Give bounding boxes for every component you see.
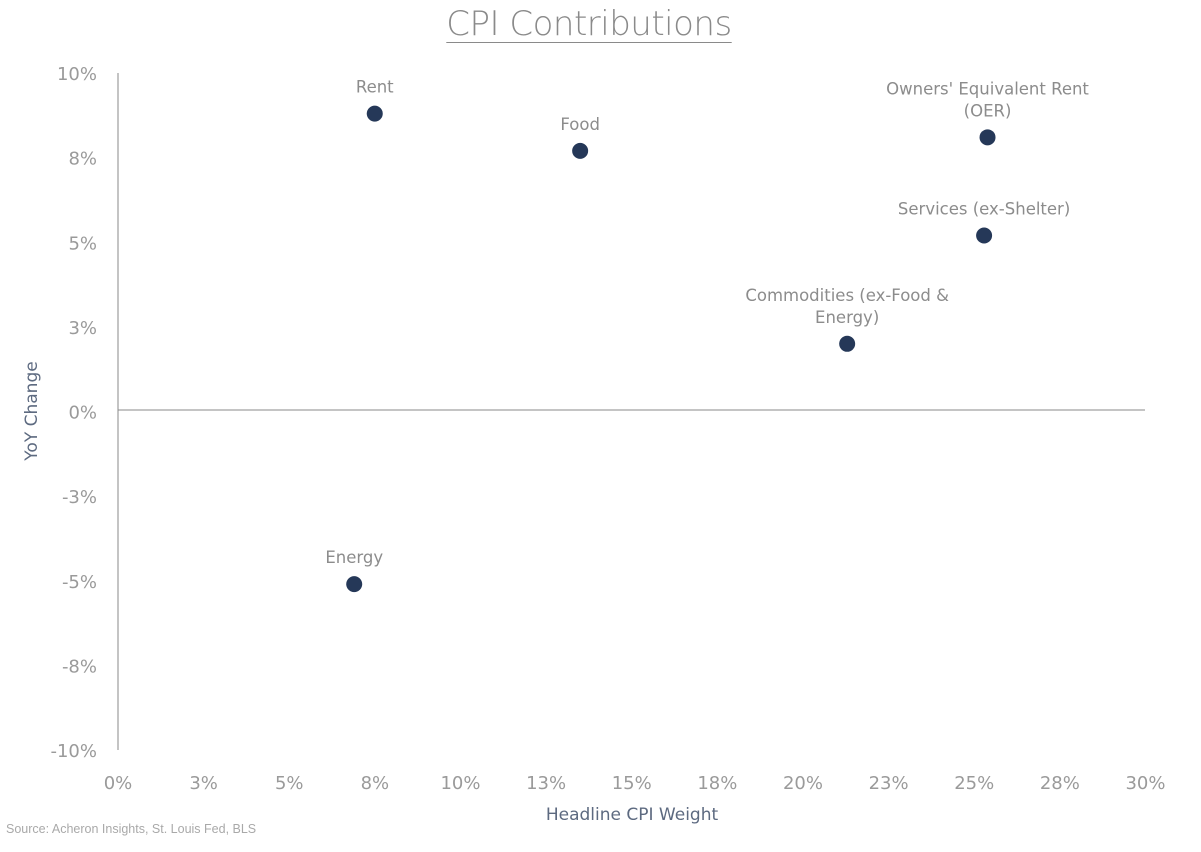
data-point-label: Owners' Equivalent Rent (OER) [886, 79, 1089, 120]
y-tick-label: 8% [68, 149, 97, 170]
x-tick-label: 20% [783, 773, 823, 794]
source-note: Source: Acheron Insights, St. Louis Fed,… [6, 822, 257, 836]
x-tick-label: 23% [869, 773, 909, 794]
y-tick-label: -10% [50, 741, 97, 762]
y-tick-label: -8% [62, 656, 97, 677]
x-tick-label: 8% [361, 773, 390, 794]
chart-title: CPI Contributions [446, 4, 732, 44]
data-point-label: Food [560, 115, 600, 134]
y-tick-label: 0% [68, 403, 97, 424]
x-tick-label: 10% [440, 773, 480, 794]
y-tick-label: -3% [62, 487, 97, 508]
y-tick-label: 3% [68, 318, 97, 339]
data-point [346, 576, 363, 593]
data-points: Rent Food Owners' Equivalent Rent (OER) Serv… [325, 78, 1089, 593]
x-tick-label: 15% [612, 773, 652, 794]
y-tick-label: 10% [57, 64, 97, 85]
x-tick-label: 18% [697, 773, 737, 794]
data-point [979, 129, 996, 146]
x-tick-labels: 0% 3% 5% 8% 10% 13% 15% 18% 20% 23% 25% 28% 30% [104, 773, 1166, 794]
data-point [839, 335, 856, 352]
data-point-label: Commodities (ex-Food & Energy) [745, 286, 949, 327]
data-point-label: Energy [325, 548, 383, 567]
data-point [366, 105, 383, 122]
x-tick-label: 30% [1125, 773, 1165, 794]
x-axis-label: Headline CPI Weight [546, 805, 719, 825]
data-point [976, 227, 993, 244]
y-tick-labels: 10% 8% 5% 3% 0% -3% -5% -8% -10% [50, 64, 97, 762]
data-point-label: Services (ex-Shelter) [898, 199, 1070, 218]
x-tick-label: 25% [954, 773, 994, 794]
y-axis-label: YoY Change [22, 361, 42, 461]
data-point [572, 142, 589, 159]
y-tick-label: -5% [62, 572, 97, 593]
data-point-label: Rent [356, 78, 394, 97]
x-tick-label: 0% [104, 773, 133, 794]
x-tick-label: 13% [526, 773, 566, 794]
x-tick-label: 28% [1040, 773, 1080, 794]
y-tick-label: 5% [68, 233, 97, 254]
x-tick-label: 3% [189, 773, 218, 794]
x-tick-label: 5% [275, 773, 304, 794]
